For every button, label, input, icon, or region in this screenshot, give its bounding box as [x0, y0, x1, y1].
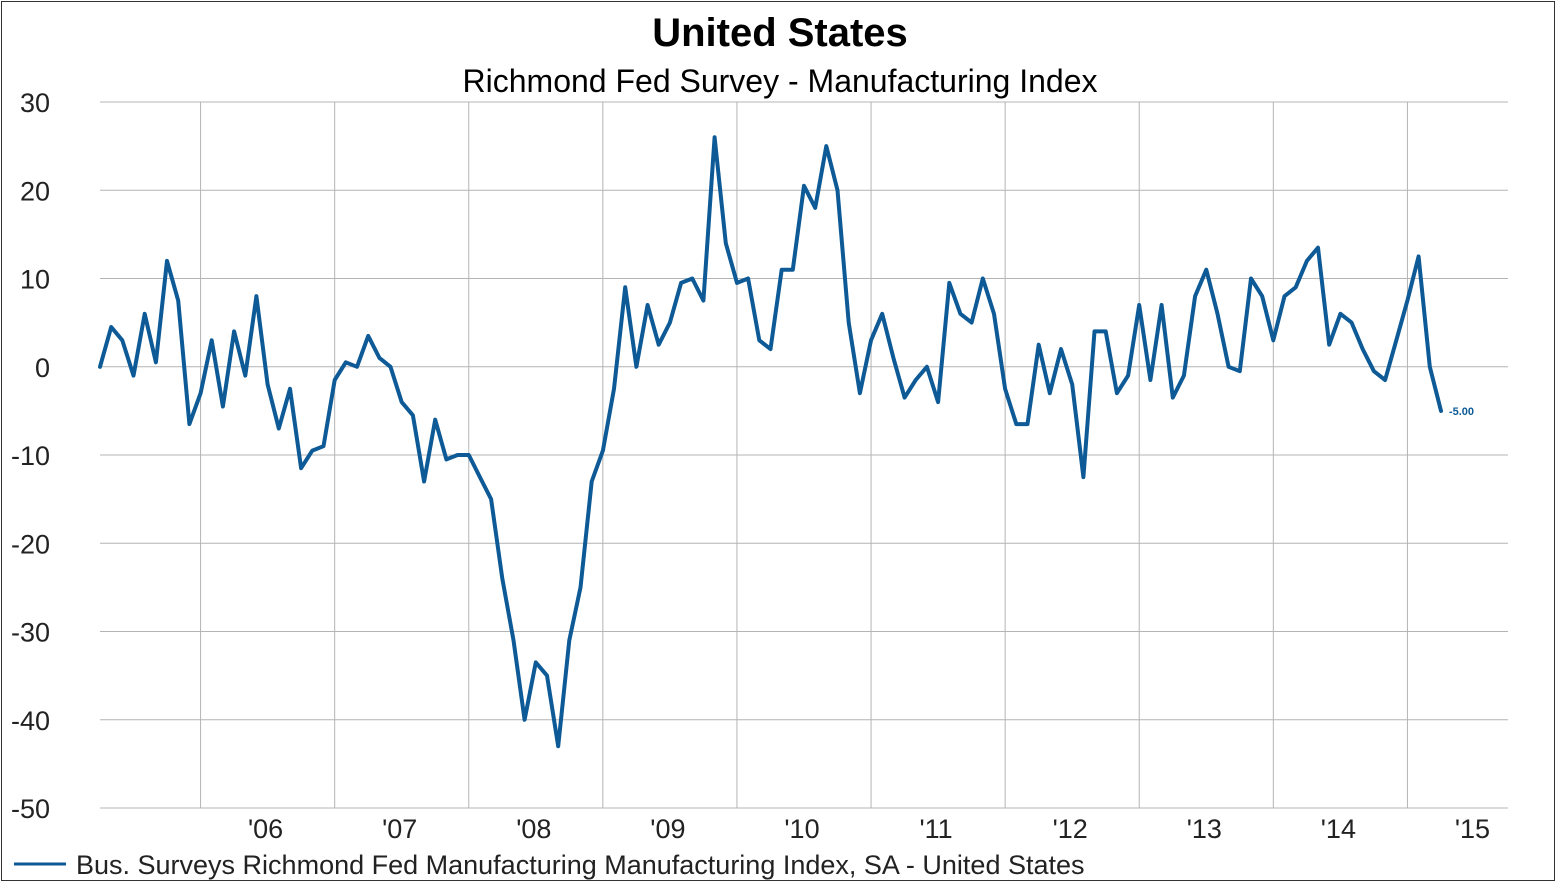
y-tick-label-left: -10	[11, 441, 50, 471]
x-tick-label: '15	[1455, 814, 1490, 844]
y-tick-label-left: -30	[11, 618, 50, 648]
x-tick-label: '13	[1187, 814, 1222, 844]
x-tick-label: '14	[1321, 814, 1356, 844]
legend-label: Bus. Surveys Richmond Fed Manufacturing …	[76, 850, 1085, 880]
x-tick-label: '10	[784, 814, 819, 844]
y-tick-label-left: -50	[11, 794, 50, 824]
last-value-label: -5.00	[1449, 406, 1474, 418]
x-tick-label: '06	[248, 814, 283, 844]
y-tick-label-left: -40	[11, 706, 50, 736]
chart-title: United States	[652, 11, 908, 55]
x-tick-label: '07	[382, 814, 417, 844]
x-tick-label: '11	[920, 814, 953, 844]
y-tick-label-left: 30	[20, 88, 50, 118]
x-axis: '06 '07 '08 '09 '10 '11 '12 '13 '14 '15	[248, 814, 1490, 844]
y-tick-label-left: 10	[20, 265, 50, 295]
y-tick-label-left: 0	[35, 353, 50, 383]
y-axis-left: 30 20 10 0 -10 -20 -30 -40 -50	[11, 88, 50, 824]
x-tick-label: '12	[1053, 814, 1088, 844]
y-tick-label-left: -20	[11, 529, 50, 559]
y-tick-label-left: 20	[20, 176, 50, 206]
chart-subtitle: Richmond Fed Survey - Manufacturing Inde…	[463, 63, 1098, 99]
series-line	[98, 135, 1443, 749]
x-tick-label: '08	[516, 814, 551, 844]
x-tick-label: '09	[650, 814, 685, 844]
legend: Bus. Surveys Richmond Fed Manufacturing …	[14, 850, 1085, 880]
